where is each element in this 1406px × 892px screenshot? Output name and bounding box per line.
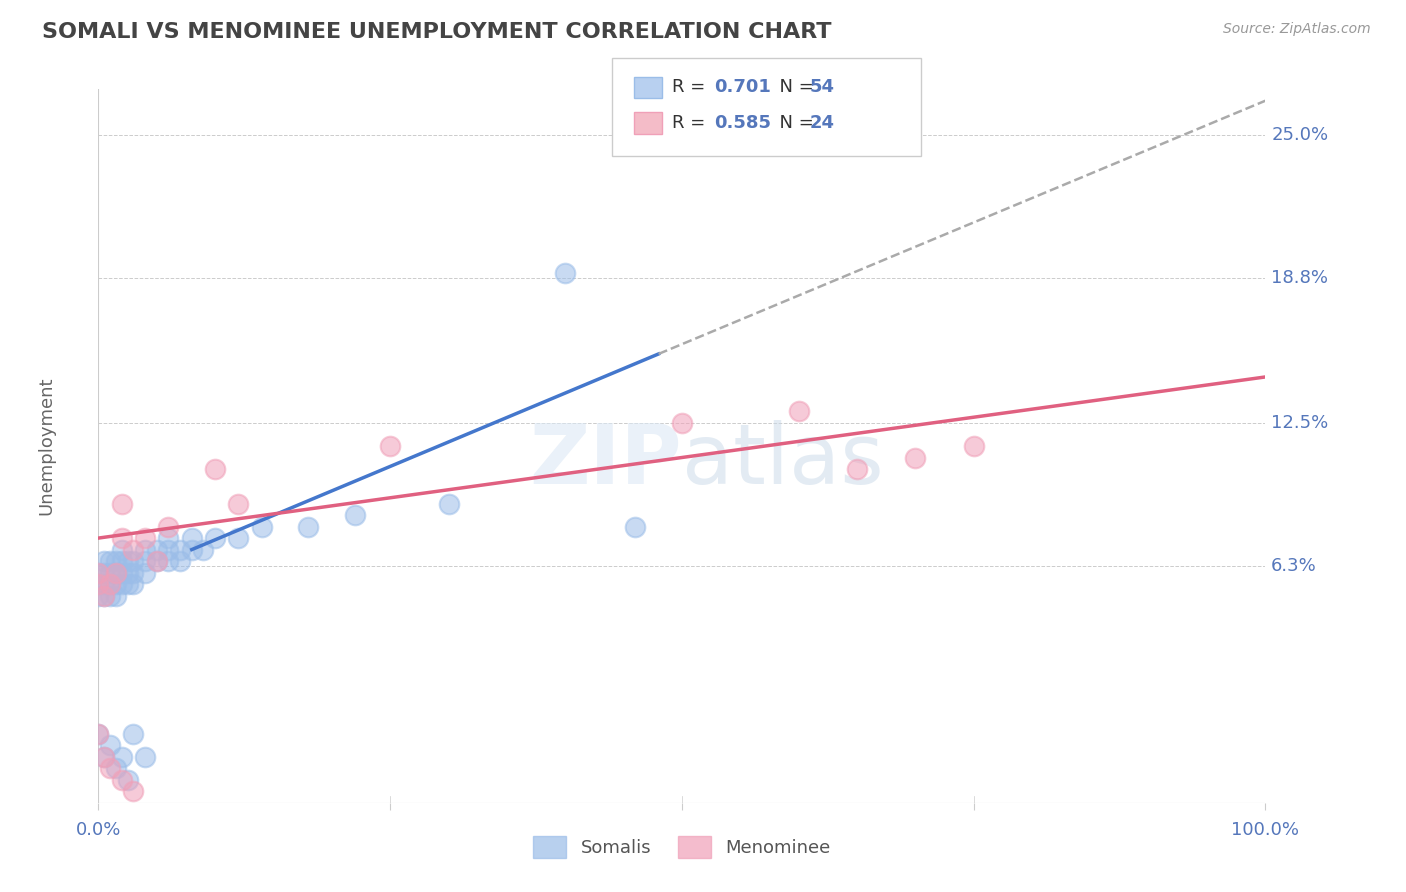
Text: SOMALI VS MENOMINEE UNEMPLOYMENT CORRELATION CHART: SOMALI VS MENOMINEE UNEMPLOYMENT CORRELA… <box>42 22 832 42</box>
Point <box>98 738 121 752</box>
Point <box>180 531 202 545</box>
Point <box>111 577 134 591</box>
Point <box>157 554 180 568</box>
Point <box>93 566 115 580</box>
Point <box>104 566 127 580</box>
Point <box>98 566 121 580</box>
Point <box>122 566 145 580</box>
Point <box>437 497 460 511</box>
Point <box>846 462 869 476</box>
Point <box>146 554 169 568</box>
Point <box>98 589 121 603</box>
Point <box>104 554 127 568</box>
Point <box>93 589 115 603</box>
Point <box>122 784 145 798</box>
Text: 0.701: 0.701 <box>714 78 770 96</box>
Point <box>111 542 134 557</box>
Point <box>87 566 110 580</box>
Text: R =: R = <box>672 78 711 96</box>
Point <box>111 566 134 580</box>
Point <box>554 266 576 280</box>
Text: 24: 24 <box>810 114 835 132</box>
Text: R =: R = <box>672 114 711 132</box>
Point <box>134 566 156 580</box>
Point <box>146 542 169 557</box>
Point <box>87 566 110 580</box>
Point <box>204 462 226 476</box>
Point <box>117 772 139 787</box>
Point <box>344 508 367 522</box>
Point <box>250 519 273 533</box>
Text: atlas: atlas <box>682 420 883 500</box>
Point <box>134 749 156 764</box>
Point <box>169 554 191 568</box>
Point <box>787 404 810 418</box>
Text: N =: N = <box>768 114 820 132</box>
Point <box>87 577 110 591</box>
Point <box>193 542 215 557</box>
Point <box>98 554 121 568</box>
Point <box>180 542 202 557</box>
Point <box>117 577 139 591</box>
Point <box>204 531 226 545</box>
Point <box>93 577 115 591</box>
Text: 0.585: 0.585 <box>714 114 772 132</box>
Point <box>624 519 647 533</box>
Point <box>98 577 121 591</box>
Point <box>104 589 127 603</box>
Point <box>93 749 115 764</box>
Point <box>157 542 180 557</box>
Point <box>134 542 156 557</box>
Point <box>104 566 127 580</box>
Point <box>122 554 145 568</box>
Point <box>228 531 250 545</box>
Point <box>104 761 127 775</box>
Text: ZIP: ZIP <box>530 420 682 500</box>
Point <box>671 416 693 430</box>
Point <box>904 450 927 465</box>
Point <box>962 439 984 453</box>
Point <box>104 577 127 591</box>
Point <box>146 554 169 568</box>
Point <box>93 749 115 764</box>
Text: 6.3%: 6.3% <box>1271 557 1317 574</box>
Point <box>87 727 110 741</box>
Point <box>134 531 156 545</box>
Point <box>111 497 134 511</box>
Point <box>87 589 110 603</box>
Point <box>380 439 402 453</box>
Point <box>111 531 134 545</box>
Point <box>157 519 180 533</box>
Legend: Somalis, Menominee: Somalis, Menominee <box>526 829 838 865</box>
Text: 54: 54 <box>810 78 835 96</box>
Point <box>117 554 139 568</box>
Point <box>87 577 110 591</box>
Point <box>111 772 134 787</box>
Text: Unemployment: Unemployment <box>37 376 55 516</box>
Point <box>93 554 115 568</box>
Point <box>157 531 180 545</box>
Point <box>111 554 134 568</box>
Point <box>98 761 121 775</box>
Text: Source: ZipAtlas.com: Source: ZipAtlas.com <box>1223 22 1371 37</box>
Point <box>93 589 115 603</box>
Point <box>122 577 145 591</box>
Text: 25.0%: 25.0% <box>1271 127 1329 145</box>
Point <box>111 749 134 764</box>
Point <box>228 497 250 511</box>
Point <box>169 542 191 557</box>
Text: 18.8%: 18.8% <box>1271 269 1329 287</box>
Point <box>98 577 121 591</box>
Point <box>297 519 319 533</box>
Point <box>117 566 139 580</box>
Point <box>122 727 145 741</box>
Point <box>122 542 145 557</box>
Point <box>134 554 156 568</box>
Text: 12.5%: 12.5% <box>1271 414 1329 432</box>
Text: N =: N = <box>768 78 820 96</box>
Point <box>87 727 110 741</box>
